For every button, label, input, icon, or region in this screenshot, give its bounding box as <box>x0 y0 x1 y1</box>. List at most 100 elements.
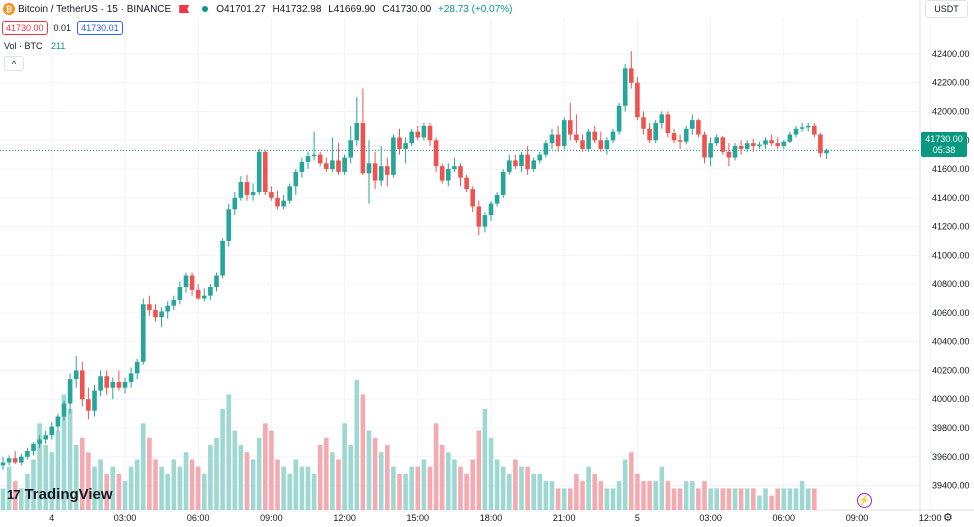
volume-bar <box>494 459 500 510</box>
volume-bar <box>116 473 122 510</box>
candle-body <box>604 140 610 149</box>
volume-bar <box>653 481 658 510</box>
candle-body <box>311 154 317 157</box>
volume-bar <box>360 394 366 510</box>
price-tick-label: 40000.00 <box>932 394 970 404</box>
volume-bar <box>330 452 335 510</box>
candle-body <box>720 137 726 152</box>
ohlc-values: O41701.27 H41732.98 L41669.90 C41730.00 … <box>216 4 516 15</box>
volume-bar <box>12 481 18 510</box>
price-tick-label: 41600.00 <box>932 164 970 174</box>
candle-body <box>177 287 183 300</box>
candle-body <box>464 177 469 190</box>
candle-body <box>366 163 372 174</box>
candle-body <box>543 143 549 155</box>
volume-bar <box>250 459 256 510</box>
volume-bar <box>616 481 622 510</box>
volume-bar <box>702 481 707 510</box>
candle-body <box>385 166 390 175</box>
candle-body <box>202 295 207 299</box>
volume-bar <box>275 459 280 510</box>
candle-body <box>220 240 225 276</box>
candle-body <box>787 134 793 142</box>
candle-body <box>751 143 756 147</box>
volume-bar <box>738 488 744 510</box>
volume-bar <box>799 481 805 510</box>
candle-body <box>281 200 286 207</box>
volume-bar <box>354 380 360 510</box>
candle-body <box>549 134 555 144</box>
bitcoin-icon: ₿ <box>3 3 15 15</box>
time-tick-label: 09:00 <box>846 513 869 523</box>
volume-bar <box>55 430 61 510</box>
candle-body <box>641 117 646 129</box>
candle-body <box>208 287 213 296</box>
time-tick-label: 21:00 <box>553 513 576 523</box>
volume-bar <box>549 481 555 510</box>
candle-body <box>0 462 6 466</box>
time-axis[interactable]: 4 03:00 06:00 09:00 12:00 15:00 18:00 21:00 5 03:… <box>49 513 941 523</box>
volume-bar <box>409 466 414 510</box>
buy-price-button[interactable]: 41730.01 <box>77 21 123 35</box>
candle-body <box>67 379 73 404</box>
volume-bar <box>372 437 378 510</box>
last-price-value: 41730.00 <box>925 134 963 144</box>
price-tick-label: 42200.00 <box>932 78 970 88</box>
volume-bar <box>580 481 585 510</box>
candle-body <box>80 370 85 400</box>
volume-bar <box>391 466 396 510</box>
volume-bar <box>171 459 177 510</box>
volume-bar <box>598 481 604 510</box>
tradingview-logo[interactable]: 17 TradingView <box>7 486 113 503</box>
candle-body <box>500 171 506 195</box>
volume-bar <box>543 481 549 510</box>
volume-bar <box>604 488 610 510</box>
candle-body <box>293 171 299 187</box>
change-value: +28.73 (+0.07%) <box>437 3 513 15</box>
price-tick-label: 42000.00 <box>932 107 970 117</box>
candle-body <box>708 143 713 158</box>
lightning-icon[interactable]: ⚡ <box>857 493 872 508</box>
candle-body <box>525 154 530 170</box>
bar-countdown: 05:38 <box>932 145 956 155</box>
volume-bar <box>732 488 738 510</box>
candle-body <box>775 143 780 147</box>
candle-body <box>324 163 329 170</box>
candle-body <box>427 125 433 141</box>
candle-body <box>726 151 732 158</box>
price-tick-label: 39600.00 <box>932 452 970 462</box>
gear-icon[interactable]: ⚙ <box>943 512 953 524</box>
volume-bar <box>183 452 189 510</box>
volume-bar <box>299 466 305 510</box>
volume-bar <box>629 452 634 510</box>
candle-body <box>653 123 658 141</box>
candle-body <box>348 140 353 158</box>
candle-body <box>37 439 42 444</box>
collapse-legend-button[interactable]: ^ <box>4 56 24 71</box>
candle-body <box>433 140 439 167</box>
candle-body <box>19 456 24 463</box>
volume-bar <box>470 459 475 510</box>
last-price-label: 41730.00 05:38 <box>921 132 967 157</box>
volume-bar <box>610 488 616 510</box>
candle-body <box>555 134 561 147</box>
volume-legend[interactable]: Vol · BTC 211 <box>4 41 65 51</box>
price-axis[interactable]: 39400.00 39600.00 39800.00 40000.00 40200.00… <box>932 49 970 491</box>
candle-body <box>622 68 628 106</box>
volume-bars <box>0 380 817 510</box>
volume-bar <box>488 437 494 510</box>
candle-body <box>128 373 134 382</box>
volume-bar <box>86 452 91 510</box>
flag-icon[interactable] <box>179 5 190 13</box>
time-tick-label: 12:00 <box>333 513 356 523</box>
sell-price-button[interactable]: 41730.00 <box>2 21 48 35</box>
time-tick-label: 06:00 <box>773 513 796 523</box>
symbol-title[interactable]: Bitcoin / TetherUS · 15 · BINANCE <box>18 3 172 15</box>
candle-body <box>391 137 396 175</box>
currency-button[interactable]: USDT <box>925 0 968 18</box>
candle-body <box>568 120 573 135</box>
volume-bar <box>128 466 134 510</box>
market-status-icon <box>202 6 209 12</box>
candle-body <box>305 156 311 162</box>
